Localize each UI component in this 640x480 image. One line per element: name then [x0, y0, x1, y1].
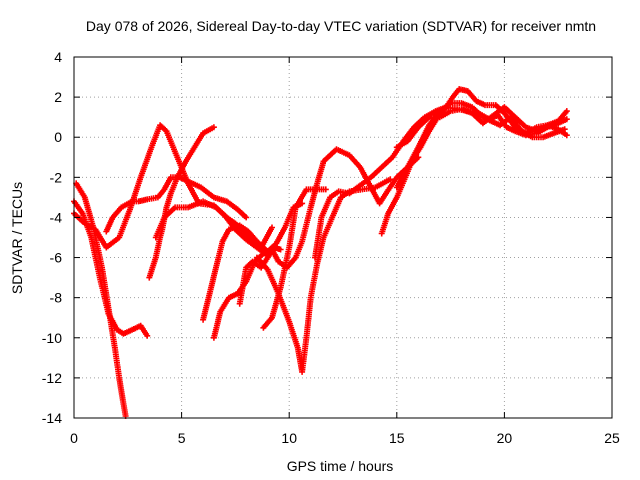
y-tick-label: 0	[54, 129, 62, 145]
x-tick-label: 0	[70, 430, 78, 446]
y-tick-label: 4	[54, 49, 62, 65]
data-series-11	[253, 176, 394, 375]
y-tick-label: -12	[42, 370, 62, 386]
plot-points	[71, 86, 570, 419]
y-tick-label: -10	[42, 330, 62, 346]
point-markers	[393, 104, 570, 151]
x-tick-label: 20	[497, 430, 513, 446]
data-series-14	[393, 100, 568, 191]
y-tick-label: -8	[50, 290, 63, 306]
data-series-15	[393, 104, 570, 151]
y-axis-label: SDTVAR / TECUs	[9, 182, 25, 294]
point-markers	[200, 200, 306, 323]
axis-ticks: 0 5 10 15 20 25 -14 -12 -10 -8 -6 -4 -2 0 2 4	[42, 49, 620, 446]
y-tick-label: 2	[54, 89, 62, 105]
y-tick-label: -6	[50, 250, 63, 266]
y-tick-label: -4	[50, 209, 63, 225]
x-tick-label: 15	[389, 430, 405, 446]
x-axis-label: GPS time / hours	[287, 458, 394, 474]
data-series-7	[200, 200, 306, 323]
x-tick-label: 5	[178, 430, 186, 446]
grid-lines	[74, 57, 612, 418]
plot-frame	[73, 56, 613, 419]
x-tick-label: 25	[604, 430, 620, 446]
point-markers	[103, 174, 250, 235]
x-tick-label: 10	[281, 430, 297, 446]
y-tick-label: -14	[42, 410, 62, 426]
point-markers	[253, 176, 394, 375]
y-tick-label: -2	[50, 169, 63, 185]
point-markers	[393, 100, 568, 191]
data-series-6	[103, 174, 250, 235]
chart-title: Day 078 of 2026, Sidereal Day-to-day VTE…	[86, 18, 596, 34]
